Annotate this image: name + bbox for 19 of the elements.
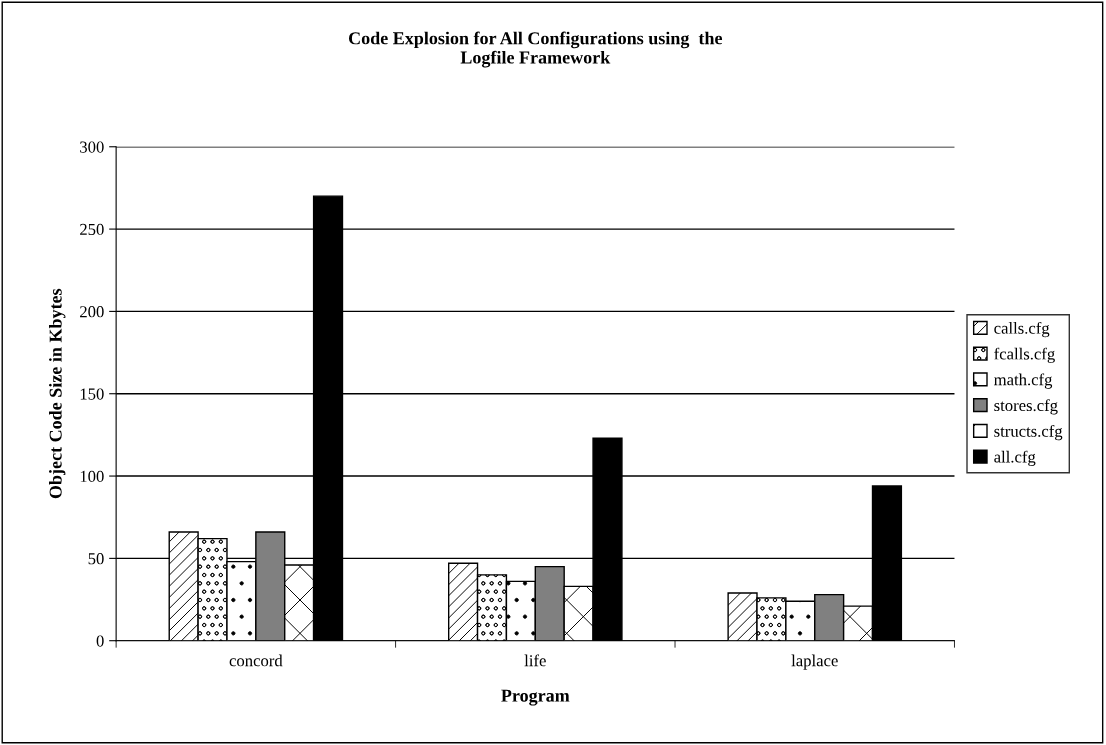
x-tick-label: concord: [229, 654, 283, 667]
x-tick-label: life: [524, 654, 546, 667]
y-tick-label: 50: [88, 553, 104, 565]
chart-title: Code Explosion for All Configurations using the Logfile Framework: [348, 31, 723, 68]
y-tick-label: 0: [96, 635, 104, 647]
legend-label: structs.cfg: [994, 424, 1063, 441]
y-tick-label: 300: [80, 141, 104, 153]
legend-label: fcalls.cfg: [994, 347, 1055, 363]
legend-label: all.cfg: [994, 450, 1036, 467]
y-axis-title: Object Code Size in Kbytes: [49, 288, 66, 499]
x-tick-label: laplace: [791, 654, 838, 670]
legend-label: stores.cfg: [994, 399, 1058, 415]
y-tick-label: 150: [80, 388, 104, 400]
y-tick-label: 250: [80, 223, 104, 236]
x-axis-title: Program: [501, 689, 570, 706]
legend-label: calls.cfg: [994, 321, 1050, 338]
y-tick-label: 100: [80, 470, 104, 482]
y-tick-label: 200: [80, 306, 104, 318]
legend-label: math.cfg: [994, 373, 1053, 389]
